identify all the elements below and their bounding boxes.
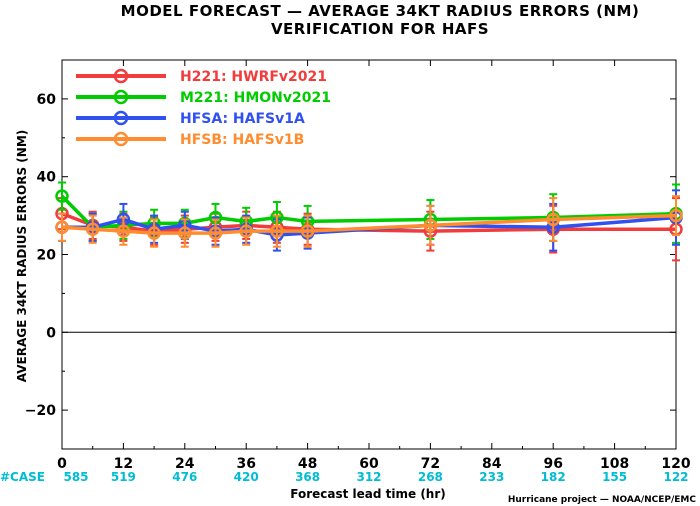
case-count: 155 xyxy=(602,470,627,484)
case-count: 420 xyxy=(234,470,259,484)
x-tick-label: 12 xyxy=(114,456,133,472)
case-count: 182 xyxy=(541,470,566,484)
x-axis-label: Forecast lead time (hr) xyxy=(290,487,446,501)
legend-label: H221: HWRFv2021 xyxy=(180,69,327,85)
series-3 xyxy=(55,195,683,248)
y-tick-label: 20 xyxy=(37,248,57,264)
y-tick-label: 0 xyxy=(46,325,56,341)
case-count: 585 xyxy=(63,470,88,484)
legend-marker xyxy=(113,89,129,105)
case-count: 368 xyxy=(295,470,320,484)
x-tick-label: 48 xyxy=(298,456,317,472)
x-tick-label: 84 xyxy=(482,456,502,472)
x-tick-label: 108 xyxy=(600,456,629,472)
case-count: 122 xyxy=(663,470,688,484)
x-tick-label: 120 xyxy=(661,456,690,472)
y-axis-label: AVERAGE 34KT RADIUS ERRORS (NM) xyxy=(15,130,29,382)
data-point xyxy=(116,224,131,238)
x-tick-label: 0 xyxy=(57,456,67,472)
data-point xyxy=(147,226,161,240)
data-point xyxy=(208,226,223,240)
data-point xyxy=(55,220,69,235)
case-count: 312 xyxy=(356,470,381,484)
x-tick-label: 72 xyxy=(421,456,440,472)
chart-title: MODEL FORECAST — AVERAGE 34KT RADIUS ERR… xyxy=(121,2,640,20)
plot-area: −20 0 20 40 60 0 12 24 36 48 60 72 84 96 108 120 585 519 4… xyxy=(25,59,691,484)
data-point xyxy=(239,224,253,238)
legend-label: HFSB: HAFSv1B xyxy=(180,132,304,148)
legend-marker xyxy=(113,68,129,84)
case-count: 268 xyxy=(418,470,443,484)
data-point xyxy=(546,212,560,227)
data-point xyxy=(300,224,315,238)
case-count: 519 xyxy=(111,470,136,484)
x-tick-label: 60 xyxy=(359,456,379,472)
data-point xyxy=(55,189,69,203)
legend-label: M221: HMONv2021 xyxy=(180,90,331,106)
legend-marker xyxy=(113,131,129,147)
x-tick-label: 24 xyxy=(175,456,195,472)
case-count: 233 xyxy=(479,470,504,484)
data-point xyxy=(178,226,192,240)
data-point xyxy=(423,218,438,233)
data-point xyxy=(270,224,284,238)
chart-subtitle: VERIFICATION FOR HAFS xyxy=(271,20,489,38)
legend: H221: HWRFv2021 M221: HMONv2021 HFSA: HAFS… xyxy=(76,68,331,148)
case-count: 476 xyxy=(172,470,197,484)
legend-label: HFSA: HAFSv1A xyxy=(180,111,305,127)
data-point xyxy=(85,222,100,236)
y-tick-label: −20 xyxy=(25,403,56,419)
y-tick-label: 40 xyxy=(37,170,57,186)
x-tick-label: 36 xyxy=(236,456,255,472)
credit-text: Hurricane project — NOAA/NCEP/EMC xyxy=(508,495,697,505)
y-tick-label: 60 xyxy=(37,92,57,108)
x-tick-label: 96 xyxy=(543,456,562,472)
data-point xyxy=(669,208,683,223)
legend-marker xyxy=(113,110,129,126)
case-label: #CASE xyxy=(0,470,45,484)
